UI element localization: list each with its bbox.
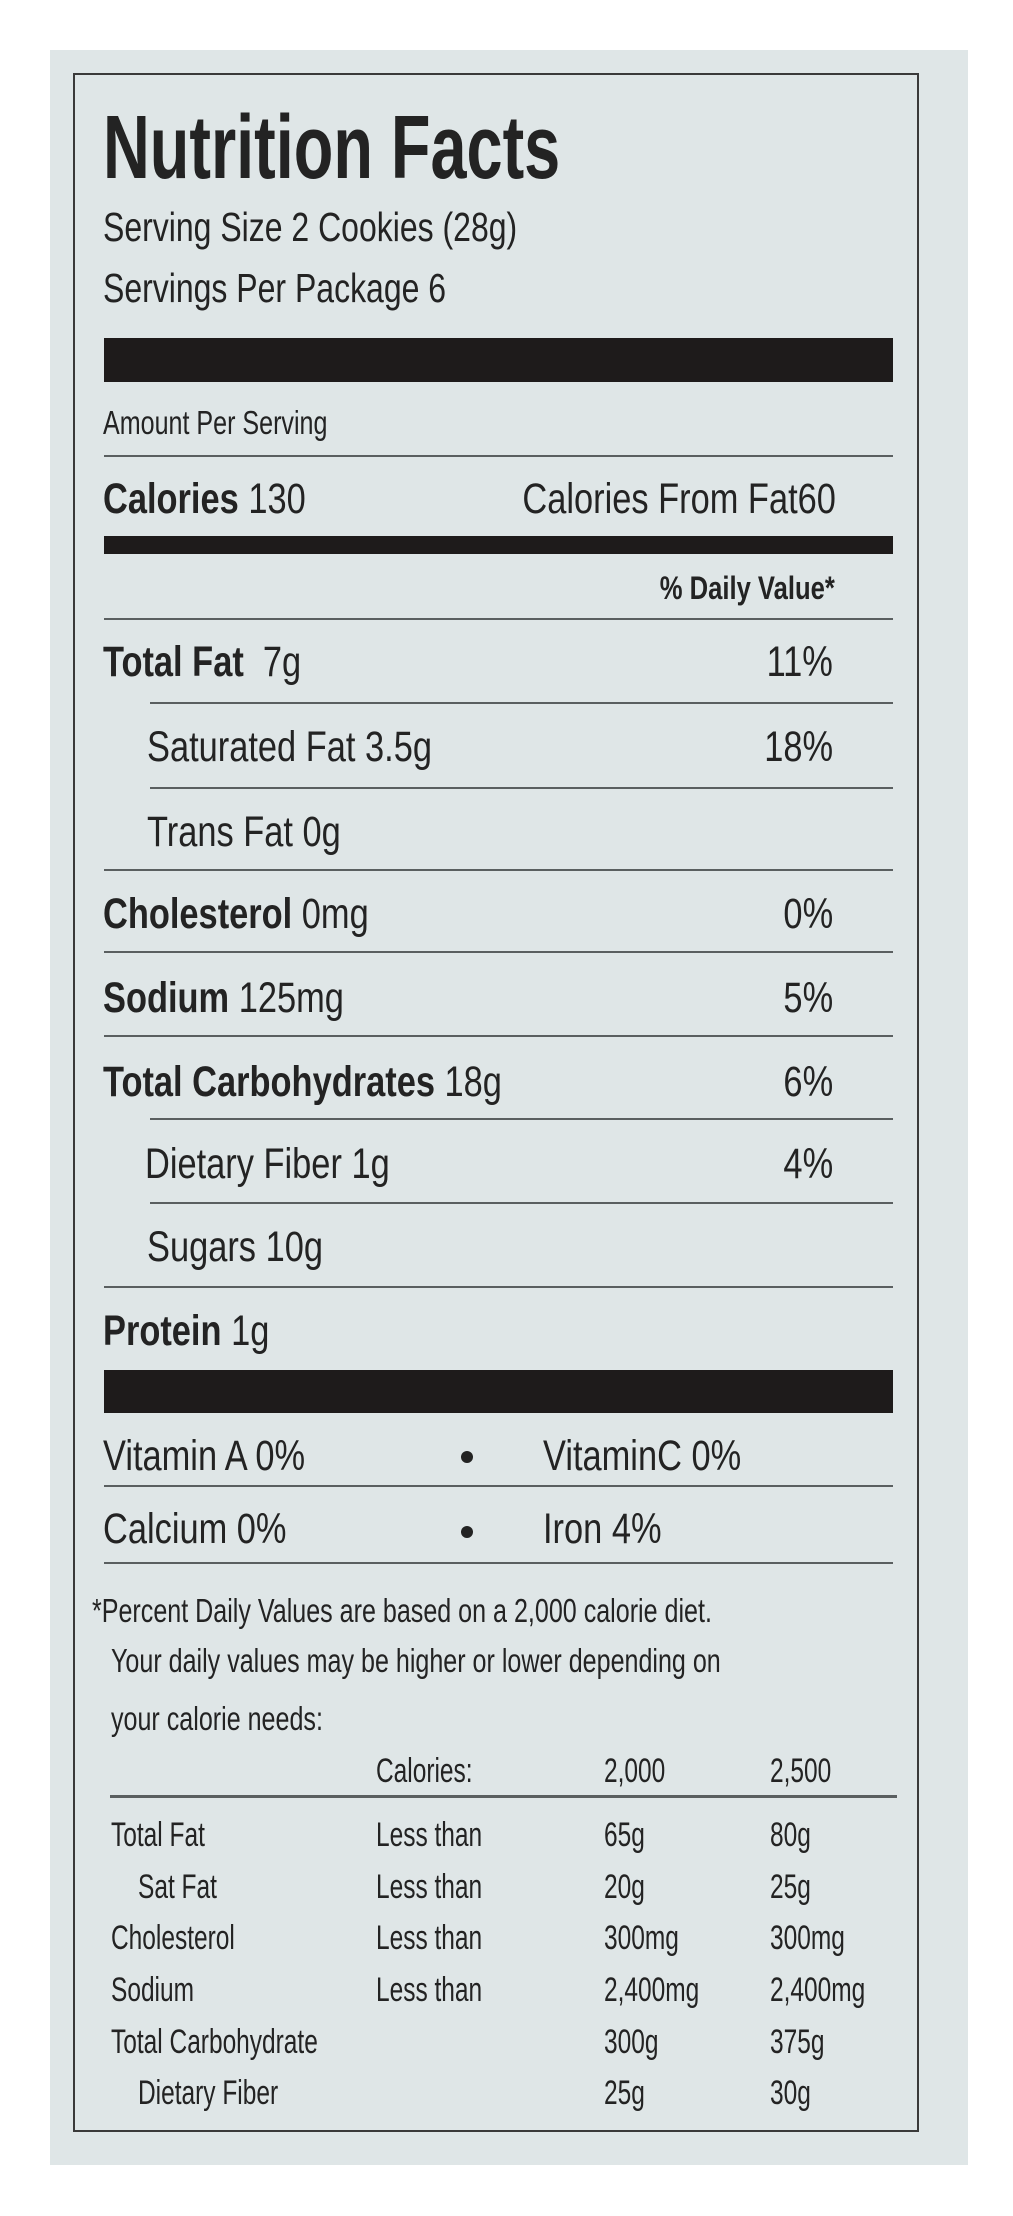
calcium: Calcium 0%	[103, 1505, 287, 1553]
dv-value-2000: 20g	[604, 1868, 645, 1906]
label-border	[73, 73, 919, 2132]
daily-value-header: % Daily Value*	[659, 570, 835, 606]
nutrient-dv: 5%	[783, 974, 833, 1022]
nutrient-amount: 0mg	[301, 890, 369, 938]
divider	[104, 1286, 893, 1288]
vitamin-c: VitaminC 0%	[543, 1432, 742, 1480]
dv-row-qualifier: Less than	[376, 1816, 483, 1854]
nutrient-dv: 18%	[764, 723, 833, 771]
divider	[110, 1795, 897, 1798]
nutrient-label: Protein	[103, 1307, 222, 1355]
dv-table-header: Calories:	[376, 1752, 473, 1790]
dv-value-2000: 2,400mg	[604, 1971, 700, 2009]
nutrient-dv: 4%	[783, 1140, 833, 1188]
thick-divider	[104, 338, 893, 382]
dv-value-2500: 300mg	[770, 1919, 845, 1957]
dv-value-2000: 300g	[604, 2023, 659, 2061]
divider	[104, 951, 893, 953]
footnote-line: your calorie needs:	[111, 1700, 323, 1737]
nutrient-label: Total Carbohydrates	[103, 1058, 435, 1106]
serving-size: Serving Size 2 Cookies (28g)	[103, 204, 518, 250]
nutrient-dv: 11%	[766, 638, 833, 686]
dv-table-header: 2,500	[770, 1752, 832, 1790]
dv-value-2500: 80g	[770, 1816, 811, 1854]
divider	[150, 702, 893, 704]
dv-row-qualifier: Less than	[376, 1868, 483, 1906]
footnote-line: Your daily values may be higher or lower…	[111, 1642, 721, 1679]
label-background	[50, 50, 968, 2165]
nutrient-label: Sodium	[103, 974, 230, 1022]
nutrient-dv: 6%	[783, 1058, 833, 1106]
dv-value-2000: 25g	[604, 2074, 645, 2112]
calories-row: Calories 130	[103, 478, 306, 521]
dv-row-label: Sat Fat	[138, 1868, 217, 1906]
nutrient-dv: 0%	[783, 890, 833, 938]
dv-value-2000: 65g	[604, 1816, 645, 1854]
nutrient-amount: 125mg	[238, 974, 344, 1022]
divider	[150, 787, 893, 789]
dv-row-qualifier: Less than	[376, 1919, 483, 1957]
nutrient-label: Total Fat	[103, 638, 244, 686]
label-title: Nutrition Facts	[103, 98, 561, 198]
calories-value: 130	[248, 475, 306, 523]
dv-row-label: Cholesterol	[111, 1919, 235, 1957]
calories-label: Calories	[103, 475, 239, 523]
nutrient-amount: 1g	[231, 1307, 270, 1355]
nutrient-label: Sugars	[147, 1223, 256, 1271]
dv-value-2500: 25g	[770, 1868, 811, 1906]
dv-value-2000: 300mg	[604, 1919, 679, 1957]
dv-row-label: Total Carbohydrate	[111, 2023, 318, 2061]
calories-from-fat-value: 60	[797, 475, 836, 523]
nutrient-amount: 7g	[262, 638, 302, 686]
nutrient-label: Saturated Fat	[147, 723, 356, 771]
dv-row-label: Sodium	[111, 1971, 195, 2009]
iron: Iron 4%	[543, 1505, 662, 1553]
bullet-icon	[461, 1526, 473, 1538]
divider	[104, 455, 893, 457]
medium-divider	[104, 536, 893, 554]
divider	[150, 1202, 893, 1204]
dv-value-2500: 30g	[770, 2074, 811, 2112]
bullet-icon	[461, 1451, 473, 1463]
nutrient-amount: 1g	[351, 1140, 390, 1188]
vitamin-a: Vitamin A 0%	[103, 1432, 306, 1480]
divider	[104, 618, 893, 620]
nutrient-label: Trans Fat	[147, 808, 293, 856]
divider	[104, 1562, 893, 1564]
dv-table-header: 2,000	[604, 1752, 666, 1790]
amount-per-serving: Amount Per Serving	[103, 404, 328, 441]
servings-per-package: Servings Per Package 6	[103, 265, 447, 311]
thick-divider	[104, 1370, 893, 1413]
calories-from-fat-label: Calories From Fat	[522, 475, 798, 523]
dv-value-2500: 375g	[770, 2023, 825, 2061]
nutrient-label: Dietary Fiber	[145, 1140, 342, 1188]
nutrient-amount: 18g	[444, 1058, 502, 1106]
divider	[104, 869, 893, 871]
nutrient-amount: 0g	[302, 808, 341, 856]
calories-from-fat: Calories From Fat60	[522, 478, 836, 521]
divider	[104, 1485, 893, 1487]
dv-value-2500: 2,400mg	[770, 1971, 866, 2009]
dv-row-label: Total Fat	[111, 1816, 205, 1854]
divider	[150, 1118, 893, 1120]
nutrient-amount: 3.5g	[365, 723, 432, 771]
nutrient-amount: 10g	[265, 1223, 323, 1271]
dv-row-label: Dietary Fiber	[138, 2074, 279, 2112]
divider	[104, 1035, 893, 1037]
footnote-line: *Percent Daily Values are based on a 2,0…	[92, 1592, 712, 1629]
nutrient-label: Cholesterol	[103, 890, 293, 938]
dv-row-qualifier: Less than	[376, 1971, 483, 2009]
